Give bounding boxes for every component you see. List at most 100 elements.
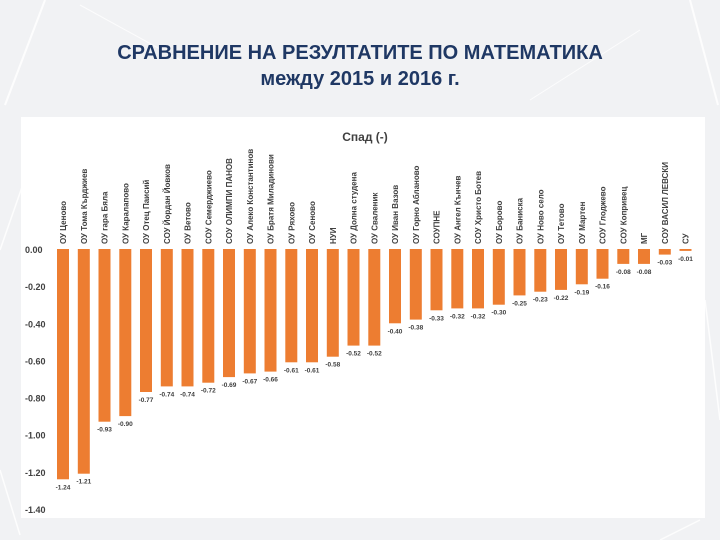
y-tick-label: -0.20	[25, 282, 46, 292]
bar-value-label: -0.72	[201, 388, 216, 395]
bar-value-label: -0.61	[305, 367, 320, 374]
category-label: ОУ Братя Миладинови	[267, 154, 276, 244]
category-label: ОУ Сваленик	[370, 192, 379, 244]
bar	[223, 249, 235, 378]
bar-value-label: -0.61	[284, 367, 299, 374]
category-label: ОУ Борово	[495, 201, 504, 244]
bar	[347, 249, 360, 346]
bar-value-label: -0.93	[97, 427, 112, 434]
bar	[575, 249, 588, 285]
bar	[679, 249, 692, 251]
bar-value-label: -0.52	[346, 351, 361, 358]
bar-value-label: -0.67	[242, 378, 257, 385]
bar	[513, 249, 526, 296]
category-label: СОУ Семерджиево	[204, 170, 213, 244]
slide-title-line2: между 2015 и 2016 г.	[260, 68, 460, 90]
y-tick-label: -0.40	[25, 319, 46, 329]
bar-value-label: -0.25	[512, 300, 527, 307]
category-label: ОУ Иван Вазов	[391, 185, 400, 244]
bar-value-label: -0.40	[388, 328, 403, 335]
category-label: СОУ ОЛИМПИ ПАНОВ	[225, 158, 234, 244]
category-label: ОУ Долна студена	[350, 172, 359, 244]
bar-value-label: -0.08	[637, 269, 652, 276]
bar	[430, 249, 443, 311]
bar	[264, 249, 277, 372]
bar	[57, 249, 69, 480]
bar-value-label: -0.23	[533, 297, 548, 304]
slide-title-line1: СРАВНЕНИЕ НА РЕЗУЛТАТИТЕ ПО МАТЕМАТИКА	[117, 42, 603, 64]
bar	[160, 249, 173, 387]
bar-value-label: -0.16	[595, 284, 610, 291]
bar-value-label: -0.69	[222, 382, 237, 389]
category-label: ОУ Мартен	[578, 201, 587, 244]
bar	[326, 249, 339, 357]
bar	[306, 249, 318, 363]
category-label: ОУ Отец Паисий	[142, 180, 151, 244]
bar	[492, 249, 505, 305]
bar	[368, 249, 381, 346]
bar	[389, 249, 401, 324]
category-label: ОУ Ветово	[184, 202, 193, 244]
bar	[119, 249, 132, 417]
bar	[98, 249, 111, 422]
bar-value-label: -0.74	[159, 391, 174, 398]
bar	[555, 249, 567, 290]
bar	[202, 249, 215, 383]
category-label: СОУ Йордан Йовков	[163, 164, 172, 244]
category-label: ОУ Ангел Кънчев	[453, 175, 462, 244]
bar-value-label: -0.58	[325, 362, 340, 369]
bar-value-label: -1.24	[56, 484, 71, 491]
category-label: ОУ Сеново	[308, 201, 317, 244]
bar	[285, 249, 298, 363]
bar	[638, 249, 650, 264]
bar-value-label: -0.66	[263, 377, 278, 384]
bar-value-label: -0.33	[429, 315, 444, 322]
category-label: СОУПНЕ	[433, 210, 442, 244]
category-label: ОУ Тетово	[557, 203, 566, 244]
bar-value-label: -0.32	[471, 313, 486, 320]
bar-value-label: -0.90	[118, 421, 133, 428]
bar	[181, 249, 194, 387]
bar	[140, 249, 152, 392]
category-label: ОУ Ценово	[59, 201, 68, 244]
y-tick-label: -0.80	[25, 394, 46, 404]
bar-value-label: -0.52	[367, 351, 382, 358]
bar	[77, 249, 90, 474]
category-label: ОУ гара Бяла	[101, 191, 110, 244]
bar	[472, 249, 484, 309]
bar-value-label: -0.32	[450, 313, 465, 320]
category-label: ОУ Горно Абланово	[412, 165, 421, 244]
slide-title: СРАВНЕНИЕ НА РЕЗУЛТАТИТЕ ПО МАТЕМАТИКА м…	[0, 40, 720, 92]
category-label: СОУ Христо Ботев	[474, 171, 483, 244]
bar	[658, 249, 671, 255]
y-tick-label: -0.60	[25, 356, 46, 366]
bar-value-label: -0.30	[491, 310, 506, 317]
y-tick-label: -1.00	[25, 431, 46, 441]
bar-value-label: -0.19	[574, 289, 589, 296]
category-label: СОУ Глоджево	[599, 186, 608, 244]
bar-value-label: -0.77	[139, 397, 154, 404]
bar-value-label: -0.38	[408, 325, 423, 332]
category-label: ОУ Ряхово	[287, 202, 296, 244]
y-tick-label: 0.00	[25, 245, 43, 255]
category-label: СОУ ВАСИЛ ЛЕВСКИ	[661, 162, 670, 244]
bar-chart: Спад (-) 0.00 -0.20 -0.40 -0.60 -0.80 -1.00 -1…	[25, 130, 693, 515]
bar-value-label: -0.03	[657, 260, 672, 267]
category-label: ОУ Каралапово	[121, 183, 130, 244]
bar-value-label: -0.01	[678, 256, 693, 263]
category-label: ОУ Ново село	[536, 189, 545, 244]
bar-value-label: -0.74	[180, 391, 195, 398]
y-tick-label: -1.40	[25, 505, 46, 515]
category-label: ОУ Тома Кърджиев	[80, 169, 89, 244]
category-label: ОУ Алеко Константинов	[246, 149, 255, 244]
bar-value-label: -1.21	[76, 479, 91, 486]
bar	[534, 249, 547, 292]
bar	[243, 249, 256, 374]
bar	[596, 249, 609, 279]
chart-title: Спад (-)	[342, 130, 388, 144]
category-label: СОУ Копривец	[619, 187, 628, 244]
chart-panel: Спад (-) 0.00 -0.20 -0.40 -0.60 -0.80 -1.00 -1…	[21, 117, 705, 518]
bar-value-label: -0.08	[616, 269, 631, 276]
bar	[451, 249, 464, 309]
bar-value-label: -0.22	[554, 295, 569, 302]
